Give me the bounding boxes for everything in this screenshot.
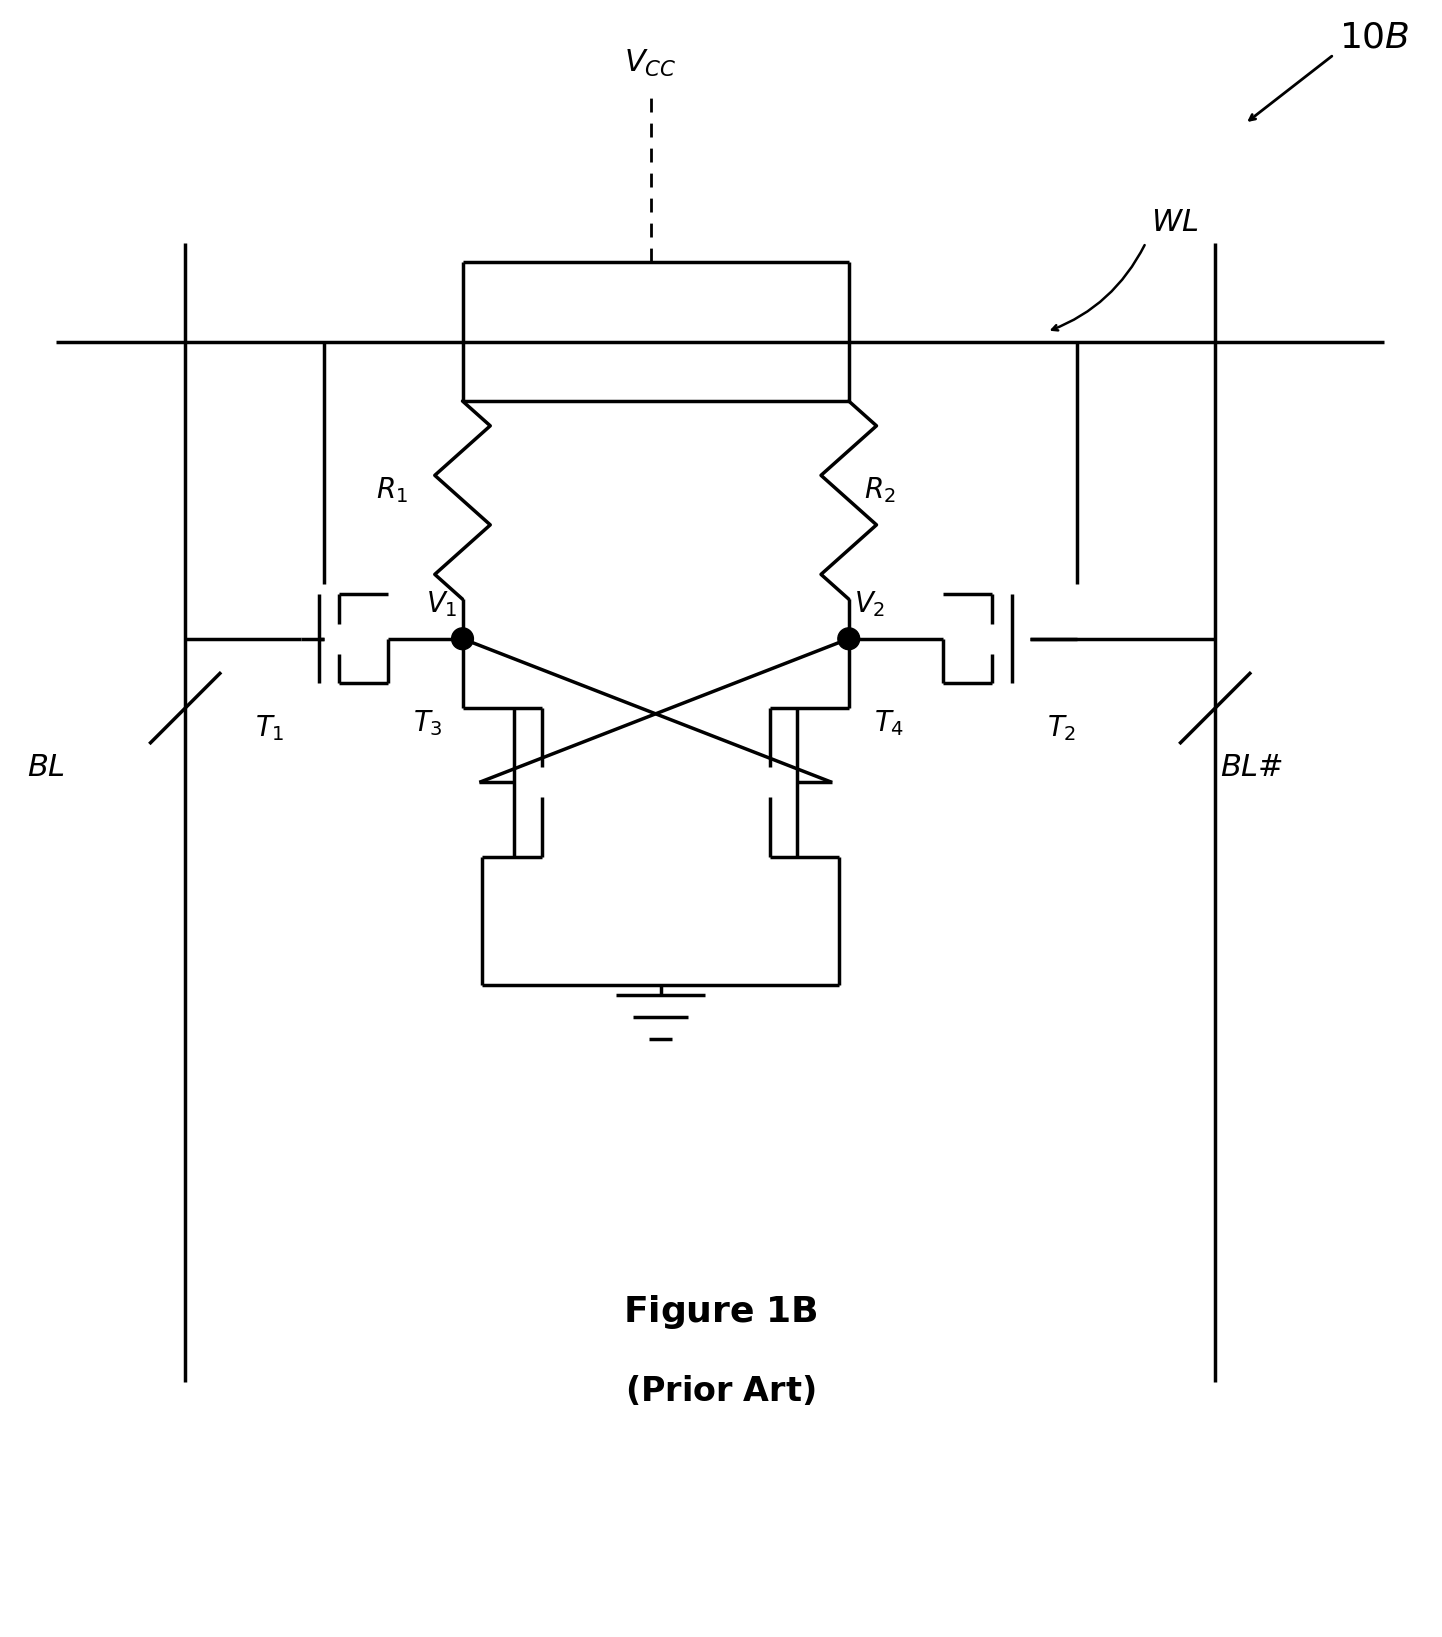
Text: $BL\#$: $BL\#$ [1220,751,1283,782]
Text: $V_{CC}$: $V_{CC}$ [624,47,676,79]
Text: $V_2$: $V_2$ [854,589,885,619]
Text: $T_1$: $T_1$ [255,714,284,743]
Text: $T_4$: $T_4$ [874,709,904,738]
Text: $BL$: $BL$ [27,751,65,782]
Text: $T_2$: $T_2$ [1047,714,1076,743]
Text: $T_3$: $T_3$ [412,709,443,738]
Text: $10B$: $10B$ [1340,20,1409,54]
Text: $R_1$: $R_1$ [376,475,408,506]
Text: $V_1$: $V_1$ [425,589,457,619]
Circle shape [451,629,473,650]
Text: $WL$: $WL$ [1151,206,1198,237]
Text: $\mathbf{(Prior\ Art)}$: $\mathbf{(Prior\ Art)}$ [624,1375,815,1408]
Text: $\mathbf{Figure\ 1B}$: $\mathbf{Figure\ 1B}$ [623,1293,818,1331]
Circle shape [838,629,859,650]
Text: $R_2$: $R_2$ [864,475,895,506]
